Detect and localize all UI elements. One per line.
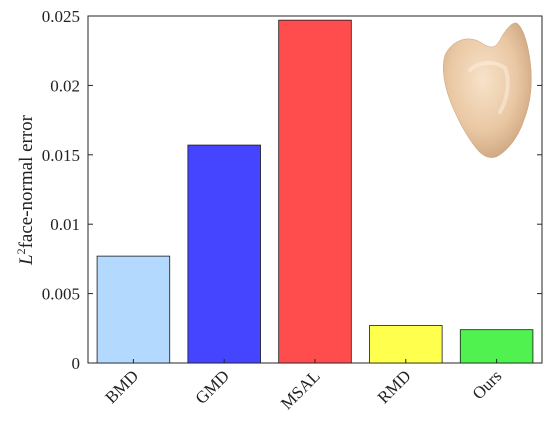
bar-bmd <box>96 255 171 364</box>
x-tick-label-bmd: BMD <box>101 366 142 407</box>
y-tick-label: 0.02 <box>50 76 80 95</box>
bar-gmd <box>187 144 261 364</box>
y-tick-label: 0.025 <box>42 7 80 26</box>
x-tick-label-rmd: RMD <box>374 366 415 407</box>
x-tick-label-msal: MSAL <box>277 366 324 413</box>
x-tick-label-gmd: GMD <box>192 366 233 407</box>
tooth-shape-render <box>443 22 532 158</box>
bar-msal <box>278 19 352 364</box>
y-tick-label: 0 <box>72 354 81 373</box>
y-axis-ticks: 0 0.005 0.01 0.015 0.02 0.025 <box>42 7 542 373</box>
y-tick-label: 0.01 <box>50 215 80 234</box>
y-tick-label: 0.015 <box>42 146 80 165</box>
y-axis-title: L2face-normal error <box>14 114 37 266</box>
y-axis-title-symbol: L <box>16 254 37 266</box>
bar-rmd <box>369 325 443 364</box>
y-axis-title-text: face-normal error <box>16 114 37 248</box>
y-axis-title-superscript: 2 <box>14 248 28 254</box>
y-tick-label: 0.005 <box>42 285 80 304</box>
bars <box>96 19 534 364</box>
x-tick-label-ours: Ours <box>469 366 506 403</box>
bar-ours <box>459 329 534 364</box>
x-axis-ticks: BMD GMD MSAL RMD Ours <box>101 359 505 413</box>
